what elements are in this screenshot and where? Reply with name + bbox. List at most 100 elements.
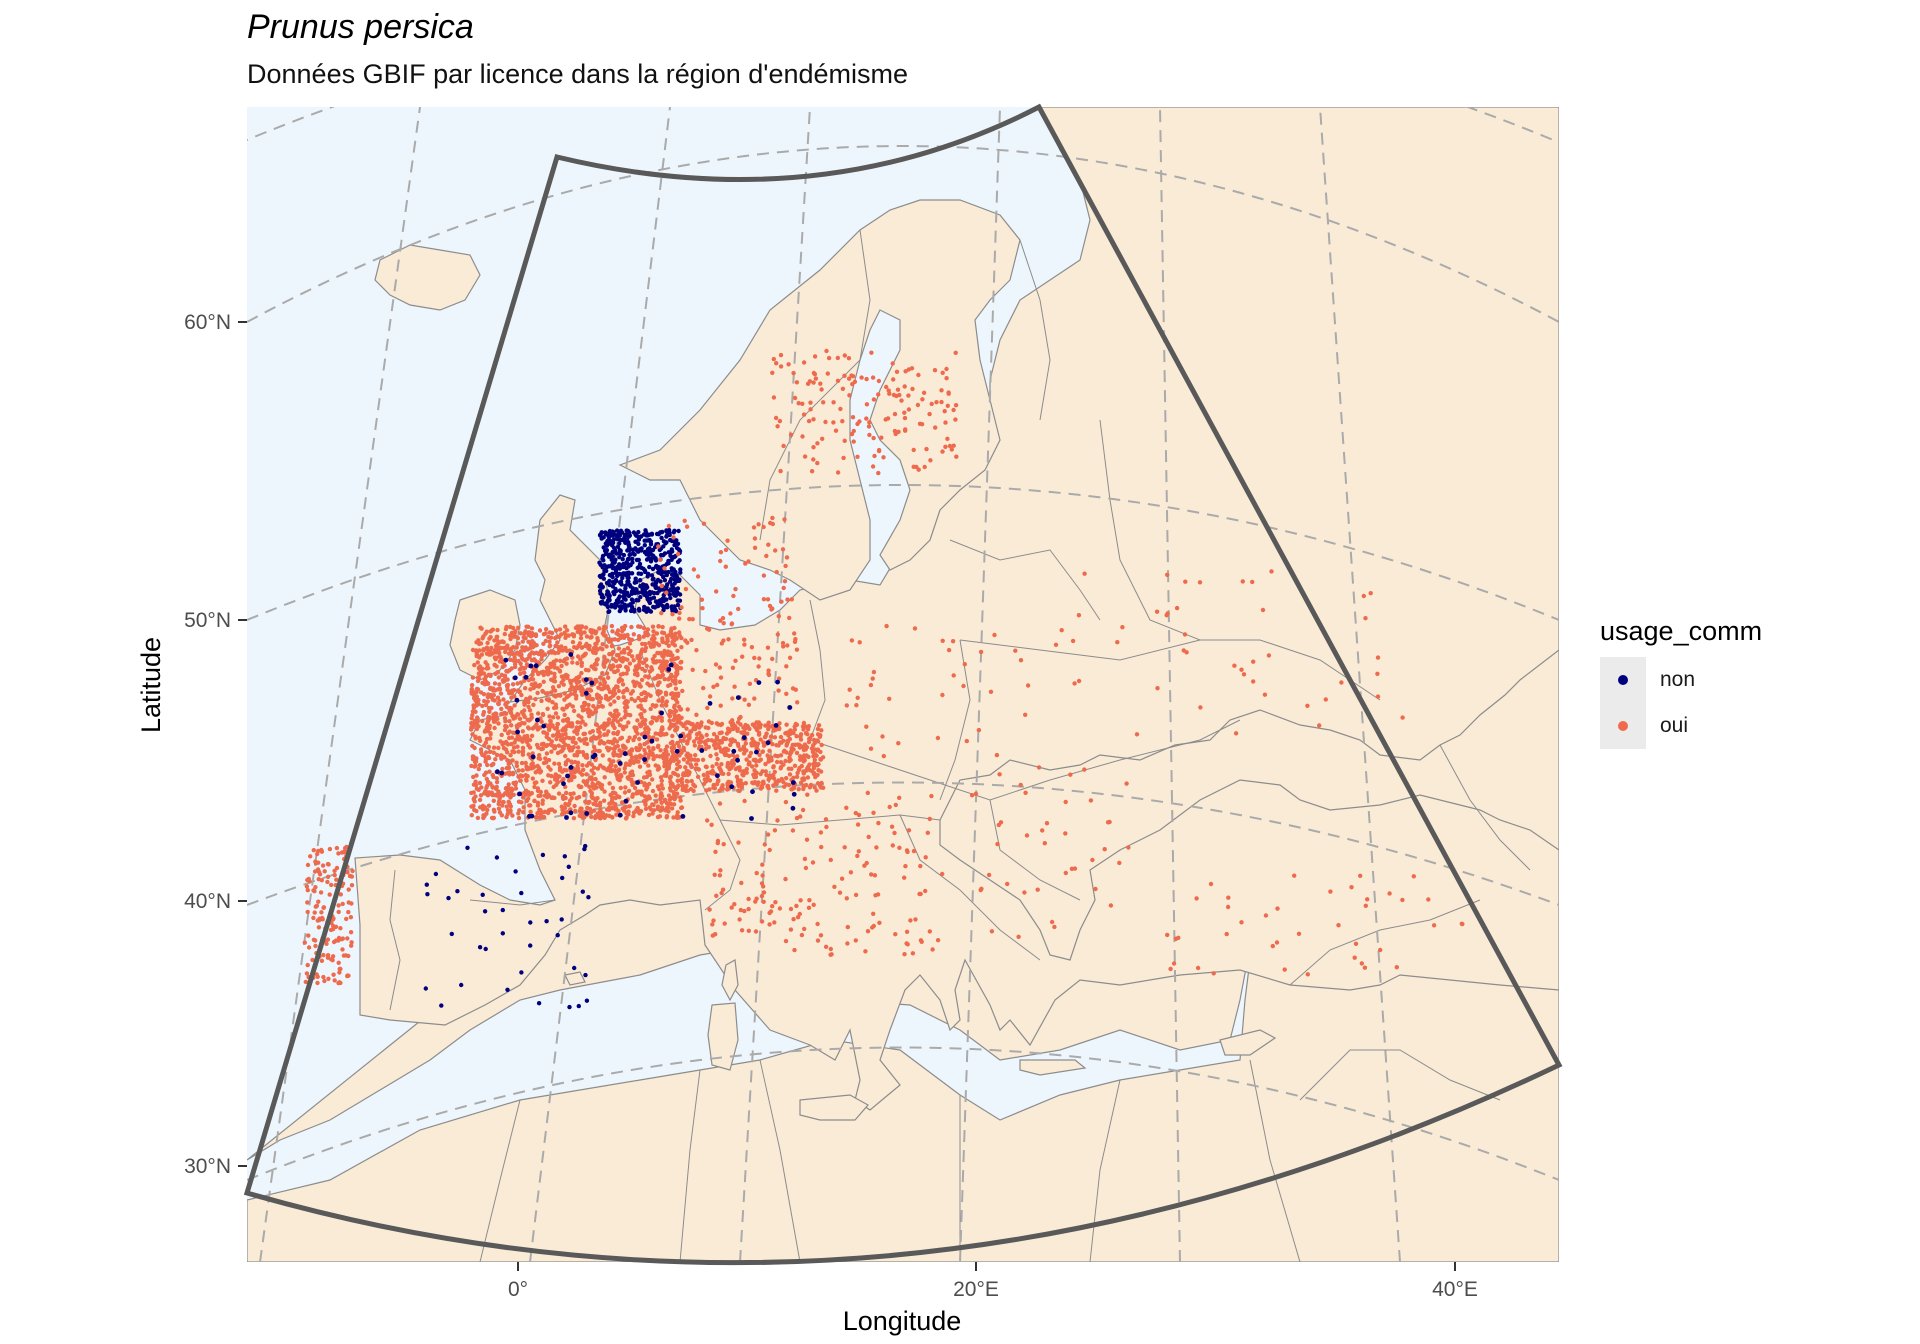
occurrence-point: [1171, 961, 1177, 966]
occurrence-point: [1363, 616, 1368, 621]
occurrence-point: [876, 820, 881, 826]
occurrence-point: [564, 656, 570, 661]
occurrence-point: [681, 745, 686, 751]
occurrence-point: [697, 730, 702, 736]
occurrence-point: [512, 662, 518, 667]
occurrence-point: [546, 773, 551, 778]
occurrence-point: [784, 691, 789, 696]
occurrence-point: [310, 957, 315, 963]
occurrence-point: [528, 663, 534, 669]
occurrence-point: [795, 700, 800, 705]
occurrence-point: [500, 803, 505, 808]
y-tick-label-40: 40°N: [184, 890, 231, 913]
occurrence-point: [476, 701, 481, 707]
occurrence-point: [1090, 857, 1095, 863]
occurrence-point: [765, 597, 771, 602]
occurrence-point: [531, 651, 537, 656]
occurrence-point: [646, 763, 651, 768]
graticule-lon-30: [1159, 107, 1181, 1262]
occurrence-point: [636, 808, 641, 813]
occurrence-point: [521, 670, 526, 675]
occurrence-point: [781, 779, 786, 785]
occurrence-point: [507, 760, 512, 766]
occurrence-point: [603, 625, 608, 630]
occurrence-point: [603, 530, 608, 535]
occurrence-point: [469, 804, 474, 809]
occurrence-point: [516, 749, 521, 754]
occurrence-point: [658, 797, 663, 802]
occurrence-point: [735, 695, 741, 700]
occurrence-point: [603, 549, 609, 554]
occurrence-point: [622, 751, 628, 757]
occurrence-point: [866, 424, 872, 429]
occurrence-point: [636, 549, 641, 554]
occurrence-point: [519, 970, 524, 975]
occurrence-point: [644, 787, 649, 792]
occurrence-point: [549, 724, 555, 729]
occurrence-point: [707, 907, 712, 912]
occurrence-point: [557, 765, 563, 770]
occurrence-point: [600, 704, 605, 709]
occurrence-point: [469, 721, 474, 726]
occurrence-point: [525, 725, 531, 730]
occurrence-point: [523, 792, 529, 797]
occurrence-point: [746, 896, 751, 902]
occurrence-point: [625, 775, 630, 780]
occurrence-point: [603, 693, 609, 699]
occurrence-point: [928, 458, 933, 463]
occurrence-point: [679, 659, 684, 665]
occurrence-point: [496, 745, 501, 751]
occurrence-point: [908, 918, 913, 923]
occurrence-point: [315, 980, 320, 986]
occurrence-point: [554, 736, 559, 742]
occurrence-point: [584, 634, 590, 639]
occurrence-point: [1076, 678, 1082, 684]
occurrence-point: [1082, 571, 1087, 576]
occurrence-point: [794, 903, 799, 909]
occurrence-point: [561, 659, 566, 664]
occurrence-point: [504, 683, 510, 688]
occurrence-point: [1049, 919, 1055, 925]
occurrence-point: [474, 640, 479, 645]
occurrence-point: [918, 863, 923, 869]
occurrence-point: [919, 939, 924, 944]
occurrence-point: [511, 687, 517, 693]
occurrence-point: [725, 726, 731, 731]
occurrence-point: [483, 757, 489, 762]
occurrence-point: [305, 900, 310, 905]
occurrence-point: [547, 644, 552, 649]
occurrence-point: [689, 778, 694, 784]
occurrence-point: [485, 662, 490, 668]
occurrence-point: [497, 682, 502, 687]
occurrence-point: [515, 729, 520, 735]
occurrence-point: [674, 791, 680, 796]
occurrence-point: [509, 690, 514, 696]
occurrence-point: [594, 629, 599, 634]
occurrence-point: [585, 643, 591, 649]
landmass-balearic: [564, 971, 586, 986]
occurrence-point: [348, 915, 354, 920]
occurrence-point: [545, 810, 551, 816]
landmass-crete: [1019, 1059, 1087, 1076]
occurrence-point: [1378, 947, 1383, 953]
occurrence-point: [632, 683, 637, 689]
occurrence-point: [799, 932, 805, 938]
occurrence-point: [716, 778, 721, 783]
occurrence-point: [902, 952, 907, 957]
occurrence-point: [923, 855, 928, 860]
occurrence-point: [801, 754, 807, 760]
occurrence-point: [537, 682, 543, 688]
occurrence-point: [555, 933, 560, 938]
occurrence-point: [645, 533, 650, 538]
occurrence-point: [473, 779, 478, 784]
occurrence-point: [1023, 790, 1028, 795]
occurrence-point: [953, 403, 959, 408]
occurrence-point: [619, 735, 625, 740]
occurrence-point: [631, 632, 636, 637]
occurrence-point: [668, 662, 674, 668]
occurrence-point: [817, 734, 823, 739]
occurrence-point: [685, 788, 690, 793]
occurrence-point: [736, 788, 741, 793]
occurrence-point: [870, 676, 875, 681]
occurrence-point: [761, 524, 766, 530]
